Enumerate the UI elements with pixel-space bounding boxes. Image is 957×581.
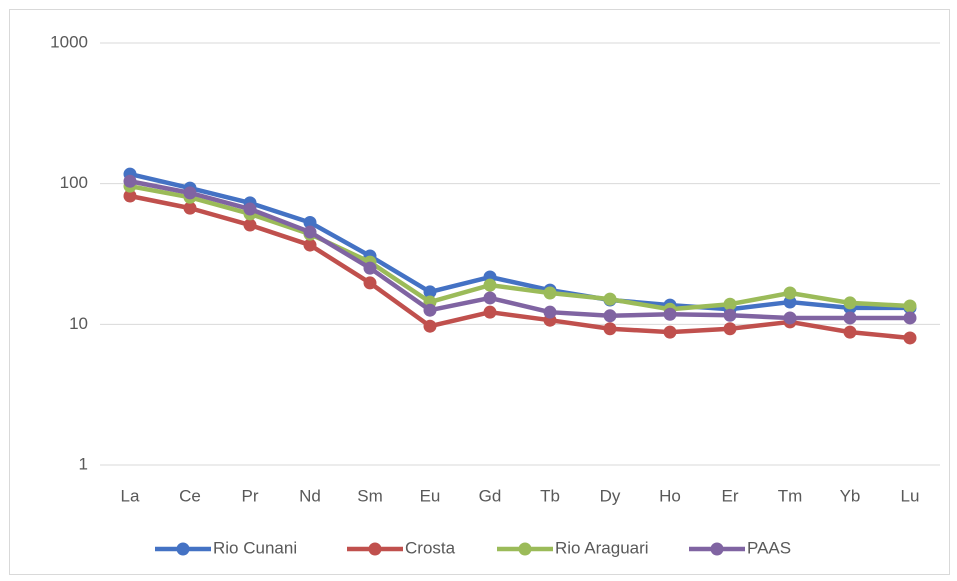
legend-label: Rio Araguari: [555, 538, 649, 557]
marker: [243, 218, 257, 232]
marker: [303, 215, 317, 229]
x-tick-label: Lu: [901, 486, 920, 505]
marker: [423, 303, 437, 317]
x-tick-label: La: [121, 486, 140, 505]
marker: [723, 308, 737, 322]
marker: [183, 186, 197, 200]
x-tick-label: Tm: [778, 486, 803, 505]
marker: [303, 238, 317, 252]
x-tick-label: Sm: [357, 486, 383, 505]
x-tick-label: Er: [722, 486, 739, 505]
marker: [783, 286, 797, 300]
marker: [663, 325, 677, 339]
legend-marker: [518, 542, 532, 556]
marker: [603, 322, 617, 336]
x-tick-label: Yb: [840, 486, 861, 505]
marker: [783, 295, 797, 309]
legend-label: Crosta: [405, 538, 456, 557]
marker: [603, 292, 617, 306]
y-tick-label: 10: [69, 314, 88, 333]
legend-label: PAAS: [747, 538, 791, 557]
marker: [903, 311, 917, 325]
series-line: [129, 183, 911, 312]
x-tick-label: Gd: [479, 486, 502, 505]
marker: [483, 278, 497, 292]
marker: [543, 305, 557, 319]
marker: [843, 296, 857, 310]
series-line: [129, 179, 910, 321]
legend-marker: [176, 542, 190, 556]
x-tick-label: Nd: [299, 486, 321, 505]
legend-marker: [368, 542, 382, 556]
y-tick-label: 100: [60, 173, 88, 192]
marker: [843, 311, 857, 325]
marker: [543, 286, 557, 300]
legend-marker: [710, 542, 724, 556]
marker: [723, 322, 737, 336]
marker: [123, 174, 137, 188]
series-line: [129, 193, 911, 341]
marker: [603, 309, 617, 323]
marker: [123, 189, 137, 203]
marker: [183, 201, 197, 215]
series-line: [129, 171, 910, 312]
marker: [363, 276, 377, 290]
x-tick-label: Pr: [242, 486, 259, 505]
marker: [423, 319, 437, 333]
marker: [903, 331, 917, 345]
marker: [303, 225, 317, 239]
marker: [723, 297, 737, 311]
legend-label: Rio Cunani: [213, 538, 297, 557]
marker: [903, 299, 917, 313]
marker: [843, 325, 857, 339]
x-tick-label: Dy: [600, 486, 621, 505]
x-tick-label: Eu: [420, 486, 441, 505]
x-tick-label: Ce: [179, 486, 201, 505]
marker: [363, 261, 377, 275]
marker: [783, 311, 797, 325]
marker: [483, 291, 497, 305]
y-tick-label: 1000: [50, 32, 88, 51]
marker: [423, 285, 437, 299]
y-tick-label: 1: [79, 454, 88, 473]
x-tick-label: Ho: [659, 486, 681, 505]
marker: [243, 202, 257, 216]
marker: [663, 307, 677, 321]
x-tick-label: Tb: [540, 486, 560, 505]
marker: [483, 305, 497, 319]
